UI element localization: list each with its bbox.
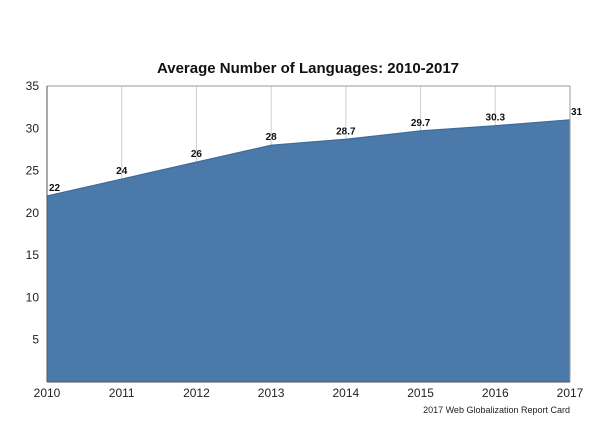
data-label: 30.3 — [486, 113, 506, 124]
data-label: 28.7 — [336, 126, 356, 137]
y-tick-label: 30 — [26, 121, 40, 135]
axes — [46, 85, 571, 383]
x-tick-label: 2012 — [183, 386, 210, 400]
data-labels: 22 24 26 28 28.7 29.7 30.3 31 — [49, 107, 583, 194]
y-axis-ticks: 5 10 15 20 25 30 35 — [26, 79, 40, 347]
data-label: 26 — [191, 149, 203, 160]
y-tick-label: 15 — [26, 248, 40, 262]
x-tick-label: 2011 — [109, 386, 135, 400]
x-tick-label: 2010 — [34, 386, 61, 400]
chart-title: Average Number of Languages: 2010-2017 — [157, 60, 459, 77]
y-tick-label: 20 — [26, 206, 40, 220]
x-tick-label: 2013 — [258, 386, 285, 400]
x-tick-label: 2017 — [557, 386, 584, 400]
x-axis-ticks: 2010 2011 2012 2013 2014 2015 2016 2017 — [34, 386, 584, 400]
y-tick-label: 35 — [26, 79, 40, 93]
area-outline — [46, 119, 571, 197]
data-label: 31 — [571, 107, 583, 118]
data-label: 22 — [49, 183, 61, 194]
x-tick-label: 2014 — [333, 386, 360, 400]
area-layer — [46, 119, 571, 382]
y-tick-label: 10 — [26, 290, 40, 304]
data-label: 29.7 — [411, 118, 431, 129]
data-label: 24 — [116, 166, 128, 177]
data-label: 28 — [266, 132, 278, 143]
source-note: 2017 Web Globalization Report Card — [423, 405, 570, 415]
x-tick-label: 2015 — [407, 386, 434, 400]
y-tick-label: 5 — [32, 333, 39, 347]
y-tick-label: 25 — [26, 164, 40, 178]
x-tick-label: 2016 — [482, 386, 509, 400]
area-series — [47, 119, 570, 382]
